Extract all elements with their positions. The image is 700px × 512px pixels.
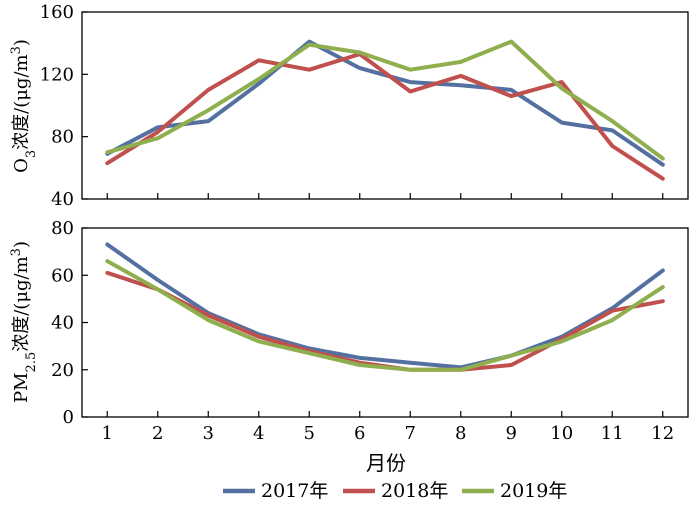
series-line-2019年	[105, 259, 665, 372]
y-axis-title: O3浓度/(μg/m3)	[9, 39, 39, 173]
x-tick-label: 7	[405, 423, 416, 444]
x-tick-label: 5	[304, 423, 315, 444]
y-tick-label: 20	[51, 360, 74, 381]
series-line-2017年	[105, 242, 665, 370]
y-tick-label: 80	[51, 218, 74, 239]
y-tick-label: 40	[51, 189, 74, 210]
x-axis-title: 月份	[366, 451, 406, 475]
series-line-2018年	[105, 52, 665, 181]
legend: 2017年 2018年 2019年	[223, 480, 567, 502]
y-tick-label: 60	[51, 265, 74, 286]
x-tick-label: 3	[203, 423, 214, 444]
series-line-2018年	[105, 270, 665, 372]
y-tick-label: 160	[40, 2, 74, 23]
x-tick-label: 4	[253, 423, 264, 444]
y-tick-label: 80	[51, 127, 74, 148]
y-tick-label: 0	[63, 407, 74, 428]
x-tick-label: 8	[455, 423, 466, 444]
legend-label: 2019年	[500, 480, 567, 502]
y-axis-title: PM2.5浓度/(μg/m3)	[9, 241, 39, 403]
series-line-2019年	[105, 39, 665, 161]
legend-label: 2018年	[381, 480, 448, 502]
legend-label: 2017年	[261, 480, 328, 502]
y-tick-label: 40	[51, 313, 74, 334]
x-tick-label: 1	[102, 423, 113, 444]
x-tick-label: 9	[506, 423, 517, 444]
x-tick-label: 6	[354, 423, 365, 444]
x-tick-label: 10	[550, 423, 573, 444]
x-tick-label: 12	[651, 423, 674, 444]
plot-frame	[81, 11, 689, 200]
x-tick-label: 2	[152, 423, 163, 444]
plot-frame	[81, 227, 689, 418]
y-tick-label: 120	[40, 64, 74, 85]
x-tick-label: 11	[601, 423, 624, 444]
